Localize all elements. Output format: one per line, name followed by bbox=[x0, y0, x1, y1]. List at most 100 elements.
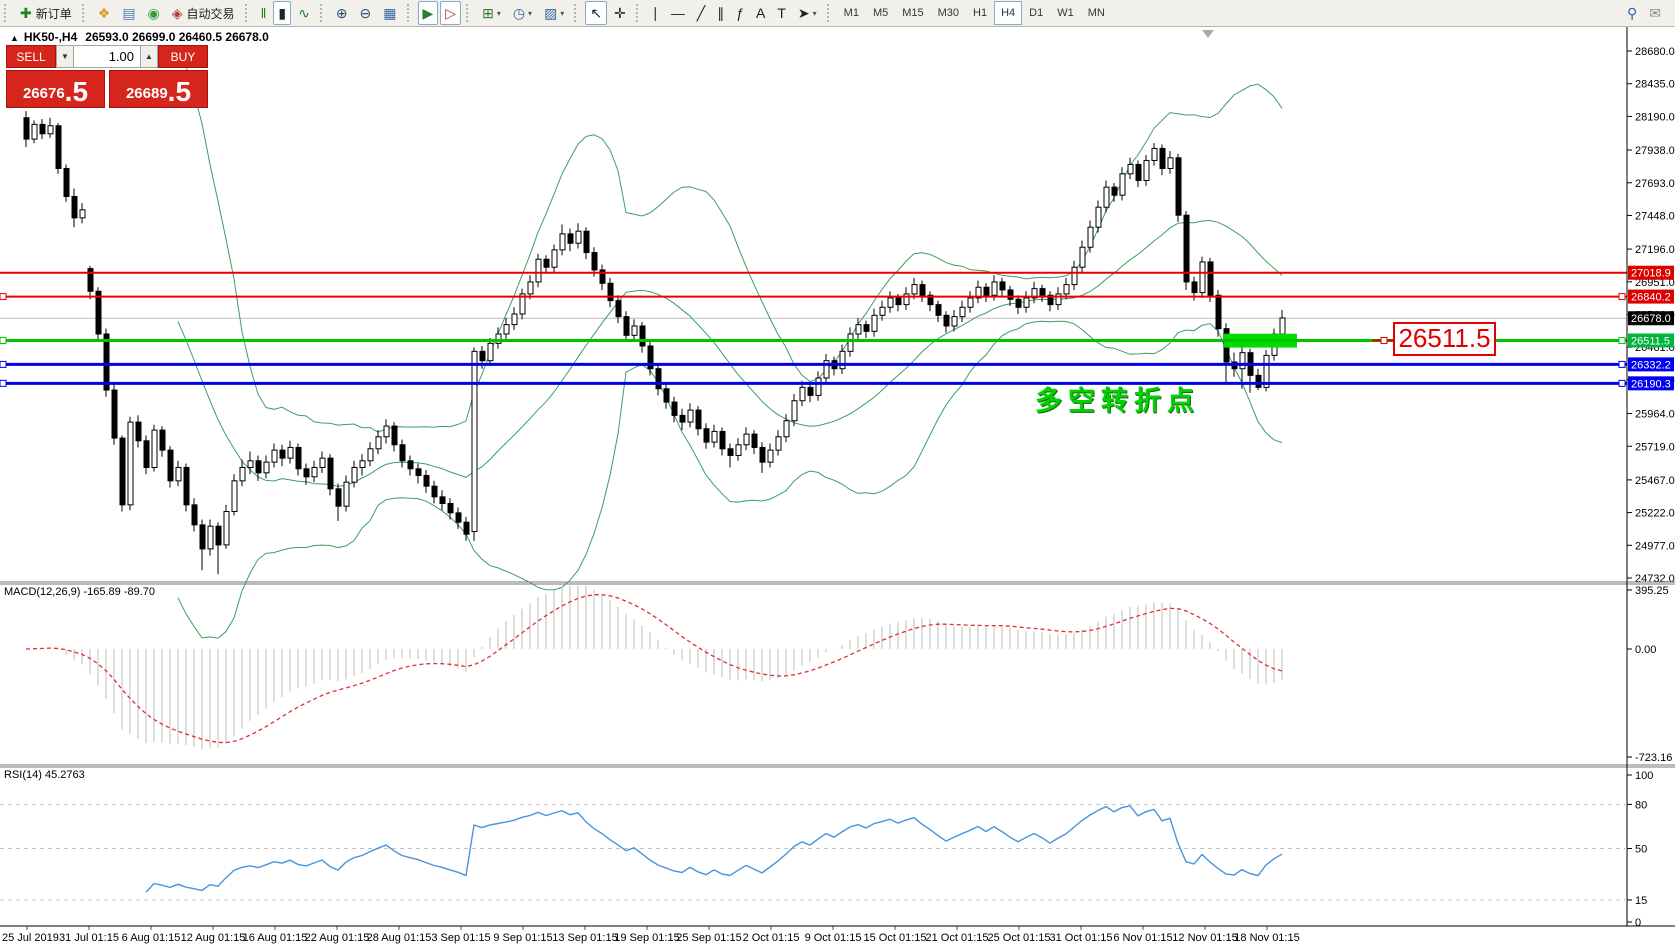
autotrade-icon: ◈ bbox=[171, 5, 183, 21]
candle bbox=[1031, 288, 1038, 299]
autotrade-button[interactable]: ◈ 自动交易 bbox=[171, 5, 235, 21]
candle bbox=[1111, 186, 1118, 196]
time-label: 16 Aug 01:15 bbox=[243, 932, 308, 944]
auto-scroll-icon: ▶ bbox=[422, 5, 434, 21]
chevron-down-icon: ▾ bbox=[560, 8, 565, 18]
candlestick-chart-button[interactable]: ▮ bbox=[273, 1, 292, 25]
new-chart-button[interactable]: ⊞ ▾ bbox=[477, 1, 506, 25]
time-label: 6 Nov 01:15 bbox=[1113, 932, 1172, 944]
time-label: 9 Sep 01:15 bbox=[493, 932, 552, 944]
zoom-out-icon: ⊖ bbox=[359, 5, 372, 21]
volume-decrease-button[interactable]: ▼ bbox=[56, 45, 74, 68]
equidistant-channel-button[interactable]: ∥ bbox=[712, 1, 729, 25]
search-icon: ⚲ bbox=[1627, 5, 1638, 21]
horizontal-line-button[interactable]: — bbox=[666, 1, 690, 25]
candle bbox=[127, 421, 134, 506]
chart-templates-button[interactable]: ▨ ▾ bbox=[539, 1, 569, 25]
candle bbox=[551, 249, 558, 268]
candle bbox=[63, 167, 70, 197]
time-label: 12 Nov 01:15 bbox=[1172, 932, 1237, 944]
zoom-in-button[interactable]: ⊕ bbox=[331, 1, 353, 25]
line-chart-button[interactable]: ∿ bbox=[293, 1, 315, 25]
candle bbox=[1087, 226, 1094, 248]
candle bbox=[71, 195, 78, 219]
cursor-button[interactable]: ↖ bbox=[585, 1, 608, 25]
chevron-down-icon: ▾ bbox=[528, 8, 533, 18]
line-handle[interactable] bbox=[0, 336, 7, 344]
line-handle[interactable] bbox=[1618, 293, 1626, 301]
timeframe-mn-button[interactable]: MN bbox=[1087, 7, 1105, 19]
annotation-handle[interactable] bbox=[1380, 336, 1388, 344]
candle bbox=[391, 425, 398, 446]
zoom-out-button[interactable]: ⊖ bbox=[355, 1, 377, 25]
timeframe-h4-button[interactable]: H4 bbox=[994, 1, 1023, 25]
candle bbox=[1175, 157, 1182, 216]
candle bbox=[1167, 157, 1174, 169]
price-marker-label: 26190.3 bbox=[1631, 378, 1671, 390]
candle bbox=[991, 281, 998, 296]
line-handle[interactable] bbox=[1618, 336, 1626, 344]
candle bbox=[1183, 214, 1190, 283]
chart-periods-button[interactable]: ◷ ▾ bbox=[508, 1, 537, 25]
chat-button[interactable]: ✉ bbox=[1644, 1, 1666, 25]
candle bbox=[775, 436, 782, 451]
signal-button[interactable]: ◉ bbox=[143, 1, 165, 25]
candle bbox=[847, 333, 854, 352]
price-tick-label: 27938.0 bbox=[1635, 145, 1675, 157]
search-button[interactable]: ⚲ bbox=[1622, 1, 1642, 25]
chart-shift-marker[interactable] bbox=[1202, 30, 1214, 38]
line-handle[interactable] bbox=[1618, 379, 1626, 387]
turning-point-annotation[interactable]: 多空转折点 bbox=[1035, 386, 1200, 416]
time-label: 12 Aug 01:15 bbox=[181, 932, 246, 944]
candle bbox=[1127, 163, 1134, 175]
fibonacci-button[interactable]: ƒ bbox=[731, 1, 749, 25]
timeframe-m15-button[interactable]: M15 bbox=[902, 7, 924, 19]
candle bbox=[1079, 246, 1086, 268]
volume-input[interactable] bbox=[74, 45, 140, 68]
timeframe-m5-button[interactable]: M5 bbox=[872, 7, 889, 19]
price-marker-label: 26511.5 bbox=[1631, 335, 1670, 347]
crosshair-button[interactable]: ✛ bbox=[609, 1, 631, 25]
timeframe-m1-button[interactable]: M1 bbox=[843, 7, 859, 19]
text-label-button[interactable]: T bbox=[772, 1, 791, 25]
buy-button[interactable]: BUY bbox=[158, 45, 208, 68]
timeframe-m30-button[interactable]: M30 bbox=[937, 7, 960, 19]
chart-shift-button[interactable]: ▷ bbox=[440, 1, 462, 25]
line-handle[interactable] bbox=[0, 293, 7, 301]
candle bbox=[231, 480, 238, 513]
arrow-tools-button[interactable]: ➤ ▾ bbox=[793, 1, 822, 25]
bollinger-band-lower bbox=[177, 320, 1283, 639]
new-order-button[interactable]: ✚ 新订单 bbox=[20, 5, 72, 21]
timeframe-w1-button[interactable]: W1 bbox=[1057, 7, 1074, 19]
candle bbox=[183, 466, 190, 506]
eraser-tool-button[interactable]: ❖ bbox=[93, 1, 116, 25]
line-handle[interactable] bbox=[0, 360, 7, 368]
sell-button[interactable]: SELL bbox=[6, 45, 56, 68]
profile-button[interactable]: ▤ bbox=[117, 1, 140, 25]
buy-price[interactable]: 26689.5 bbox=[109, 70, 208, 108]
timeframe-h1-button[interactable]: H1 bbox=[973, 7, 988, 19]
macd-tick-label: 395.25 bbox=[1635, 585, 1669, 597]
auto-scroll-button[interactable]: ▶ bbox=[417, 1, 439, 25]
price-tick-label: 25719.0 bbox=[1635, 441, 1675, 453]
bar-chart-button[interactable]: ‖ bbox=[256, 1, 272, 25]
line-handle[interactable] bbox=[1618, 360, 1626, 368]
tile-windows-button[interactable]: ▦ bbox=[378, 1, 401, 25]
price-level-annotation[interactable]: 26511.5 bbox=[1393, 322, 1496, 356]
candle bbox=[39, 123, 46, 135]
crosshair-icon: ✛ bbox=[614, 5, 626, 21]
sell-price[interactable]: 26676.5 bbox=[6, 70, 105, 108]
time-label: 25 Sep 01:15 bbox=[676, 932, 741, 944]
one-click-collapse-toggle[interactable]: ▲ bbox=[10, 33, 19, 43]
candle bbox=[1047, 294, 1054, 306]
trendline-button[interactable]: ╱ bbox=[692, 1, 710, 25]
timeframe-d1-button[interactable]: D1 bbox=[1029, 7, 1044, 19]
price-tick-label: 24977.0 bbox=[1635, 540, 1675, 552]
vertical-line-button[interactable]: ∣ bbox=[647, 1, 664, 25]
text-button[interactable]: A bbox=[751, 1, 770, 25]
volume-increase-button[interactable]: ▲ bbox=[140, 45, 158, 68]
line-handle[interactable] bbox=[0, 379, 7, 387]
chart-title: ▲ HK50-,H4 26593.0 26699.0 26460.5 26678.0 bbox=[10, 30, 269, 44]
price-marker-label: 27018.9 bbox=[1631, 268, 1671, 280]
macd-tick-label: 0.00 bbox=[1635, 644, 1656, 656]
